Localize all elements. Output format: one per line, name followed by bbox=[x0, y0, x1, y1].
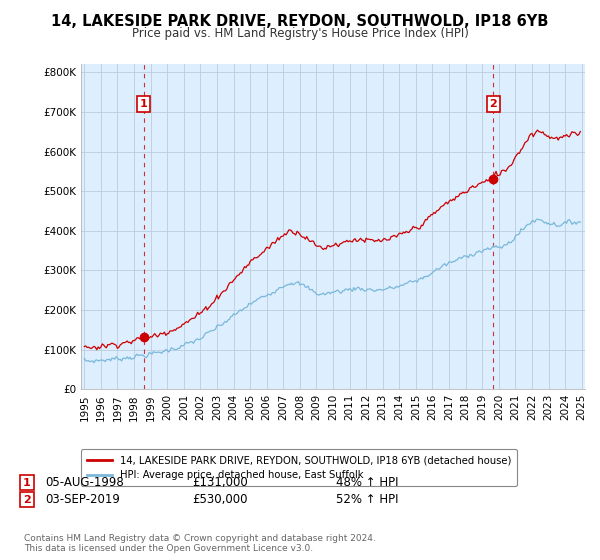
Text: Price paid vs. HM Land Registry's House Price Index (HPI): Price paid vs. HM Land Registry's House … bbox=[131, 27, 469, 40]
Text: Contains HM Land Registry data © Crown copyright and database right 2024.
This d: Contains HM Land Registry data © Crown c… bbox=[24, 534, 376, 553]
Legend: 14, LAKESIDE PARK DRIVE, REYDON, SOUTHWOLD, IP18 6YB (detached house), HPI: Aver: 14, LAKESIDE PARK DRIVE, REYDON, SOUTHWO… bbox=[81, 450, 517, 487]
Text: £131,000: £131,000 bbox=[192, 476, 248, 489]
Text: 52% ↑ HPI: 52% ↑ HPI bbox=[336, 493, 398, 506]
Text: 2: 2 bbox=[490, 99, 497, 109]
Text: 2: 2 bbox=[23, 494, 31, 505]
Text: £530,000: £530,000 bbox=[192, 493, 248, 506]
Text: 03-SEP-2019: 03-SEP-2019 bbox=[45, 493, 120, 506]
Text: 48% ↑ HPI: 48% ↑ HPI bbox=[336, 476, 398, 489]
Text: 1: 1 bbox=[23, 478, 31, 488]
Text: 14, LAKESIDE PARK DRIVE, REYDON, SOUTHWOLD, IP18 6YB: 14, LAKESIDE PARK DRIVE, REYDON, SOUTHWO… bbox=[52, 14, 548, 29]
Text: 05-AUG-1998: 05-AUG-1998 bbox=[45, 476, 124, 489]
Text: 1: 1 bbox=[140, 99, 148, 109]
